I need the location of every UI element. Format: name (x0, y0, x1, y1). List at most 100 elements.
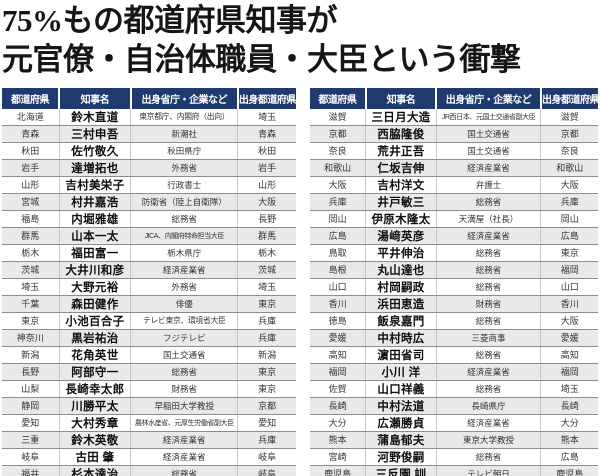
cell-origin-prefecture: 岡山 (540, 210, 598, 228)
cell-origin-prefecture: 山形 (237, 176, 296, 194)
cell-prefecture: 秋田 (2, 142, 60, 160)
table-row: 山梨 長崎幸太郎 財務省 東京 (2, 380, 296, 398)
cell-governor-name: 山口祥義 (365, 380, 437, 398)
cell-governor-name: 鈴木直道 (59, 108, 132, 126)
cell-origin-org: 総務省 (436, 346, 542, 364)
cell-origin-org: 経済産業省 (436, 414, 542, 432)
table-header-left: 都道府県 知事名 出身省庁・企業など 出身都道府県 (2, 87, 296, 109)
cell-origin-org: 経済産業省 (130, 448, 239, 466)
header-origin-prefecture: 出身都道府県 (237, 87, 296, 109)
cell-origin-prefecture: 東京 (237, 295, 296, 313)
cell-governor-name: 達増拓也 (59, 159, 132, 177)
cell-governor-name: 村井嘉浩 (59, 193, 132, 211)
header-row: 都道府県 知事名 出身省庁・企業など 出身都道府県 (310, 87, 598, 109)
cell-prefecture: 大分 (310, 414, 367, 432)
table-row: 埼玉 大野元裕 外務省 埼玉 (2, 278, 296, 296)
cell-origin-org: 弁護士 (436, 176, 542, 194)
cell-origin-prefecture: 鹿児島 (540, 465, 598, 476)
table-row: 山口 村岡嗣政 総務省 山口 (310, 278, 598, 296)
cell-governor-name: 小池百合子 (59, 312, 132, 330)
cell-prefecture: 山口 (310, 278, 367, 296)
cell-origin-org: 総務省 (130, 465, 239, 476)
cell-governor-name: 古田 肇 (59, 448, 132, 466)
cell-governor-name: 飯泉嘉門 (365, 312, 437, 330)
cell-governor-name: 河野俊嗣 (365, 448, 437, 466)
cell-origin-prefecture: 京都 (237, 397, 296, 415)
cell-origin-prefecture: 茨城 (237, 261, 296, 279)
cell-origin-prefecture: 兵庫 (237, 329, 296, 347)
page-title: 75%もの都道府県知事が 元官僚・自治体職員・大臣という衝撃 (2, 1, 600, 80)
cell-origin-org: 行政書士 (130, 176, 239, 194)
cell-prefecture: 岡山 (310, 210, 367, 228)
cell-prefecture: 茨城 (2, 261, 60, 279)
cell-origin-org: 財務省 (130, 380, 239, 398)
cell-origin-org: 秋田県庁 (130, 142, 239, 160)
table-row: 京都 西脇隆俊 国土交通省 京都 (310, 125, 598, 143)
cell-prefecture: 青森 (2, 125, 60, 143)
cell-origin-org: 東京大学教授 (436, 431, 542, 449)
header-prefecture: 都道府県 (310, 87, 367, 109)
cell-prefecture: 埼玉 (2, 278, 60, 296)
cell-origin-org: テレビ東京、環境省大臣 (130, 312, 239, 330)
cell-origin-prefecture: 京都 (540, 125, 598, 143)
table-row: 島根 丸山達也 総務省 福岡 (310, 261, 598, 279)
table-row: 鳥取 平井伸治 総務省 東京 (310, 244, 598, 262)
table-row: 栃木 福田富一 栃木県庁 栃木 (2, 244, 296, 262)
cell-governor-name: 大村秀章 (59, 414, 132, 432)
header-governor-name: 知事名 (59, 87, 132, 109)
cell-origin-org: JICA、内閣府特命担当大臣 (130, 227, 239, 245)
cell-prefecture: 奈良 (310, 142, 367, 160)
cell-governor-name: 佐竹敬久 (59, 142, 132, 160)
table-row: 東京 小池百合子 テレビ東京、環境省大臣 兵庫 (2, 312, 296, 330)
cell-origin-org: 総務省 (436, 244, 542, 262)
cell-governor-name: 長崎幸太郎 (59, 380, 132, 398)
table-row: 香川 浜田恵造 財務省 香川 (310, 295, 598, 313)
cell-origin-prefecture: 広島 (540, 448, 598, 466)
cell-origin-org: 総務省 (130, 363, 239, 381)
cell-origin-prefecture: 愛媛 (540, 329, 598, 347)
table-row: 青森 三村申吾 新潮社 青森 (2, 125, 296, 143)
cell-origin-org: 俳優 (130, 295, 239, 313)
cell-origin-org: 経済産業省 (436, 363, 542, 381)
cell-prefecture: 千葉 (2, 295, 60, 313)
cell-governor-name: 大井川和彦 (59, 261, 132, 279)
cell-prefecture: 佐賀 (310, 380, 367, 398)
cell-prefecture: 福島 (2, 210, 60, 228)
cell-prefecture: 宮城 (2, 193, 60, 211)
table-row: 群馬 山本一太 JICA、内閣府特命担当大臣 群馬 (2, 227, 296, 245)
header-origin-org: 出身省庁・企業など (436, 87, 542, 109)
cell-governor-name: 黒岩祐治 (59, 329, 132, 347)
cell-governor-name: 伊原木隆太 (365, 210, 437, 228)
cell-origin-prefecture: 秋田 (237, 142, 296, 160)
cell-governor-name: 大野元裕 (59, 278, 132, 296)
cell-governor-name: 井戸敏三 (365, 193, 437, 211)
table-row: 奈良 荒井正吾 国土交通省 奈良 (310, 142, 598, 160)
cell-governor-name: 広瀬勝貞 (365, 414, 437, 432)
cell-origin-prefecture: 大分 (540, 414, 598, 432)
cell-origin-org: 財務省 (436, 295, 542, 313)
cell-origin-prefecture: 埼玉 (237, 108, 296, 126)
cell-governor-name: 福田富一 (59, 244, 132, 262)
table-header-right: 都道府県 知事名 出身省庁・企業など 出身都道府県 (310, 87, 598, 109)
cell-prefecture: 鹿児島 (310, 465, 367, 476)
table-row: 静岡 川勝平太 早稲田大学教授 京都 (2, 397, 296, 415)
cell-prefecture: 滋賀 (310, 108, 367, 126)
cell-origin-org: フジテレビ (130, 329, 239, 347)
cell-prefecture: 兵庫 (310, 193, 367, 211)
cell-governor-name: 湯﨑英彦 (365, 227, 437, 245)
cell-prefecture: 高知 (310, 346, 367, 364)
table-row: 熊本 蒲島郁夫 東京大学教授 熊本 (310, 431, 598, 449)
cell-prefecture: 神奈川 (2, 329, 60, 347)
cell-prefecture: 栃木 (2, 244, 60, 262)
cell-origin-prefecture: 高知 (540, 346, 598, 364)
table-row: 愛知 大村秀章 農林水産省、元厚生労働省副大臣 愛知 (2, 414, 296, 432)
table-row: 宮崎 河野俊嗣 総務省 広島 (310, 448, 598, 466)
table-row: 福岡 小川 洋経済産業省 福岡 (310, 363, 598, 381)
cell-governor-name: 小川 洋 (365, 363, 437, 381)
table-row: 大分 広瀬勝貞 経済産業省 大分 (310, 414, 598, 432)
cell-prefecture: 愛媛 (310, 329, 367, 347)
table-row: 大阪 吉村洋文 弁護士 大阪 (310, 176, 598, 194)
header-row: 都道府県 知事名 出身省庁・企業など 出身都道府県 (2, 87, 296, 109)
table-row: 岩手 達増拓也 外務省 岩手 (2, 159, 296, 177)
